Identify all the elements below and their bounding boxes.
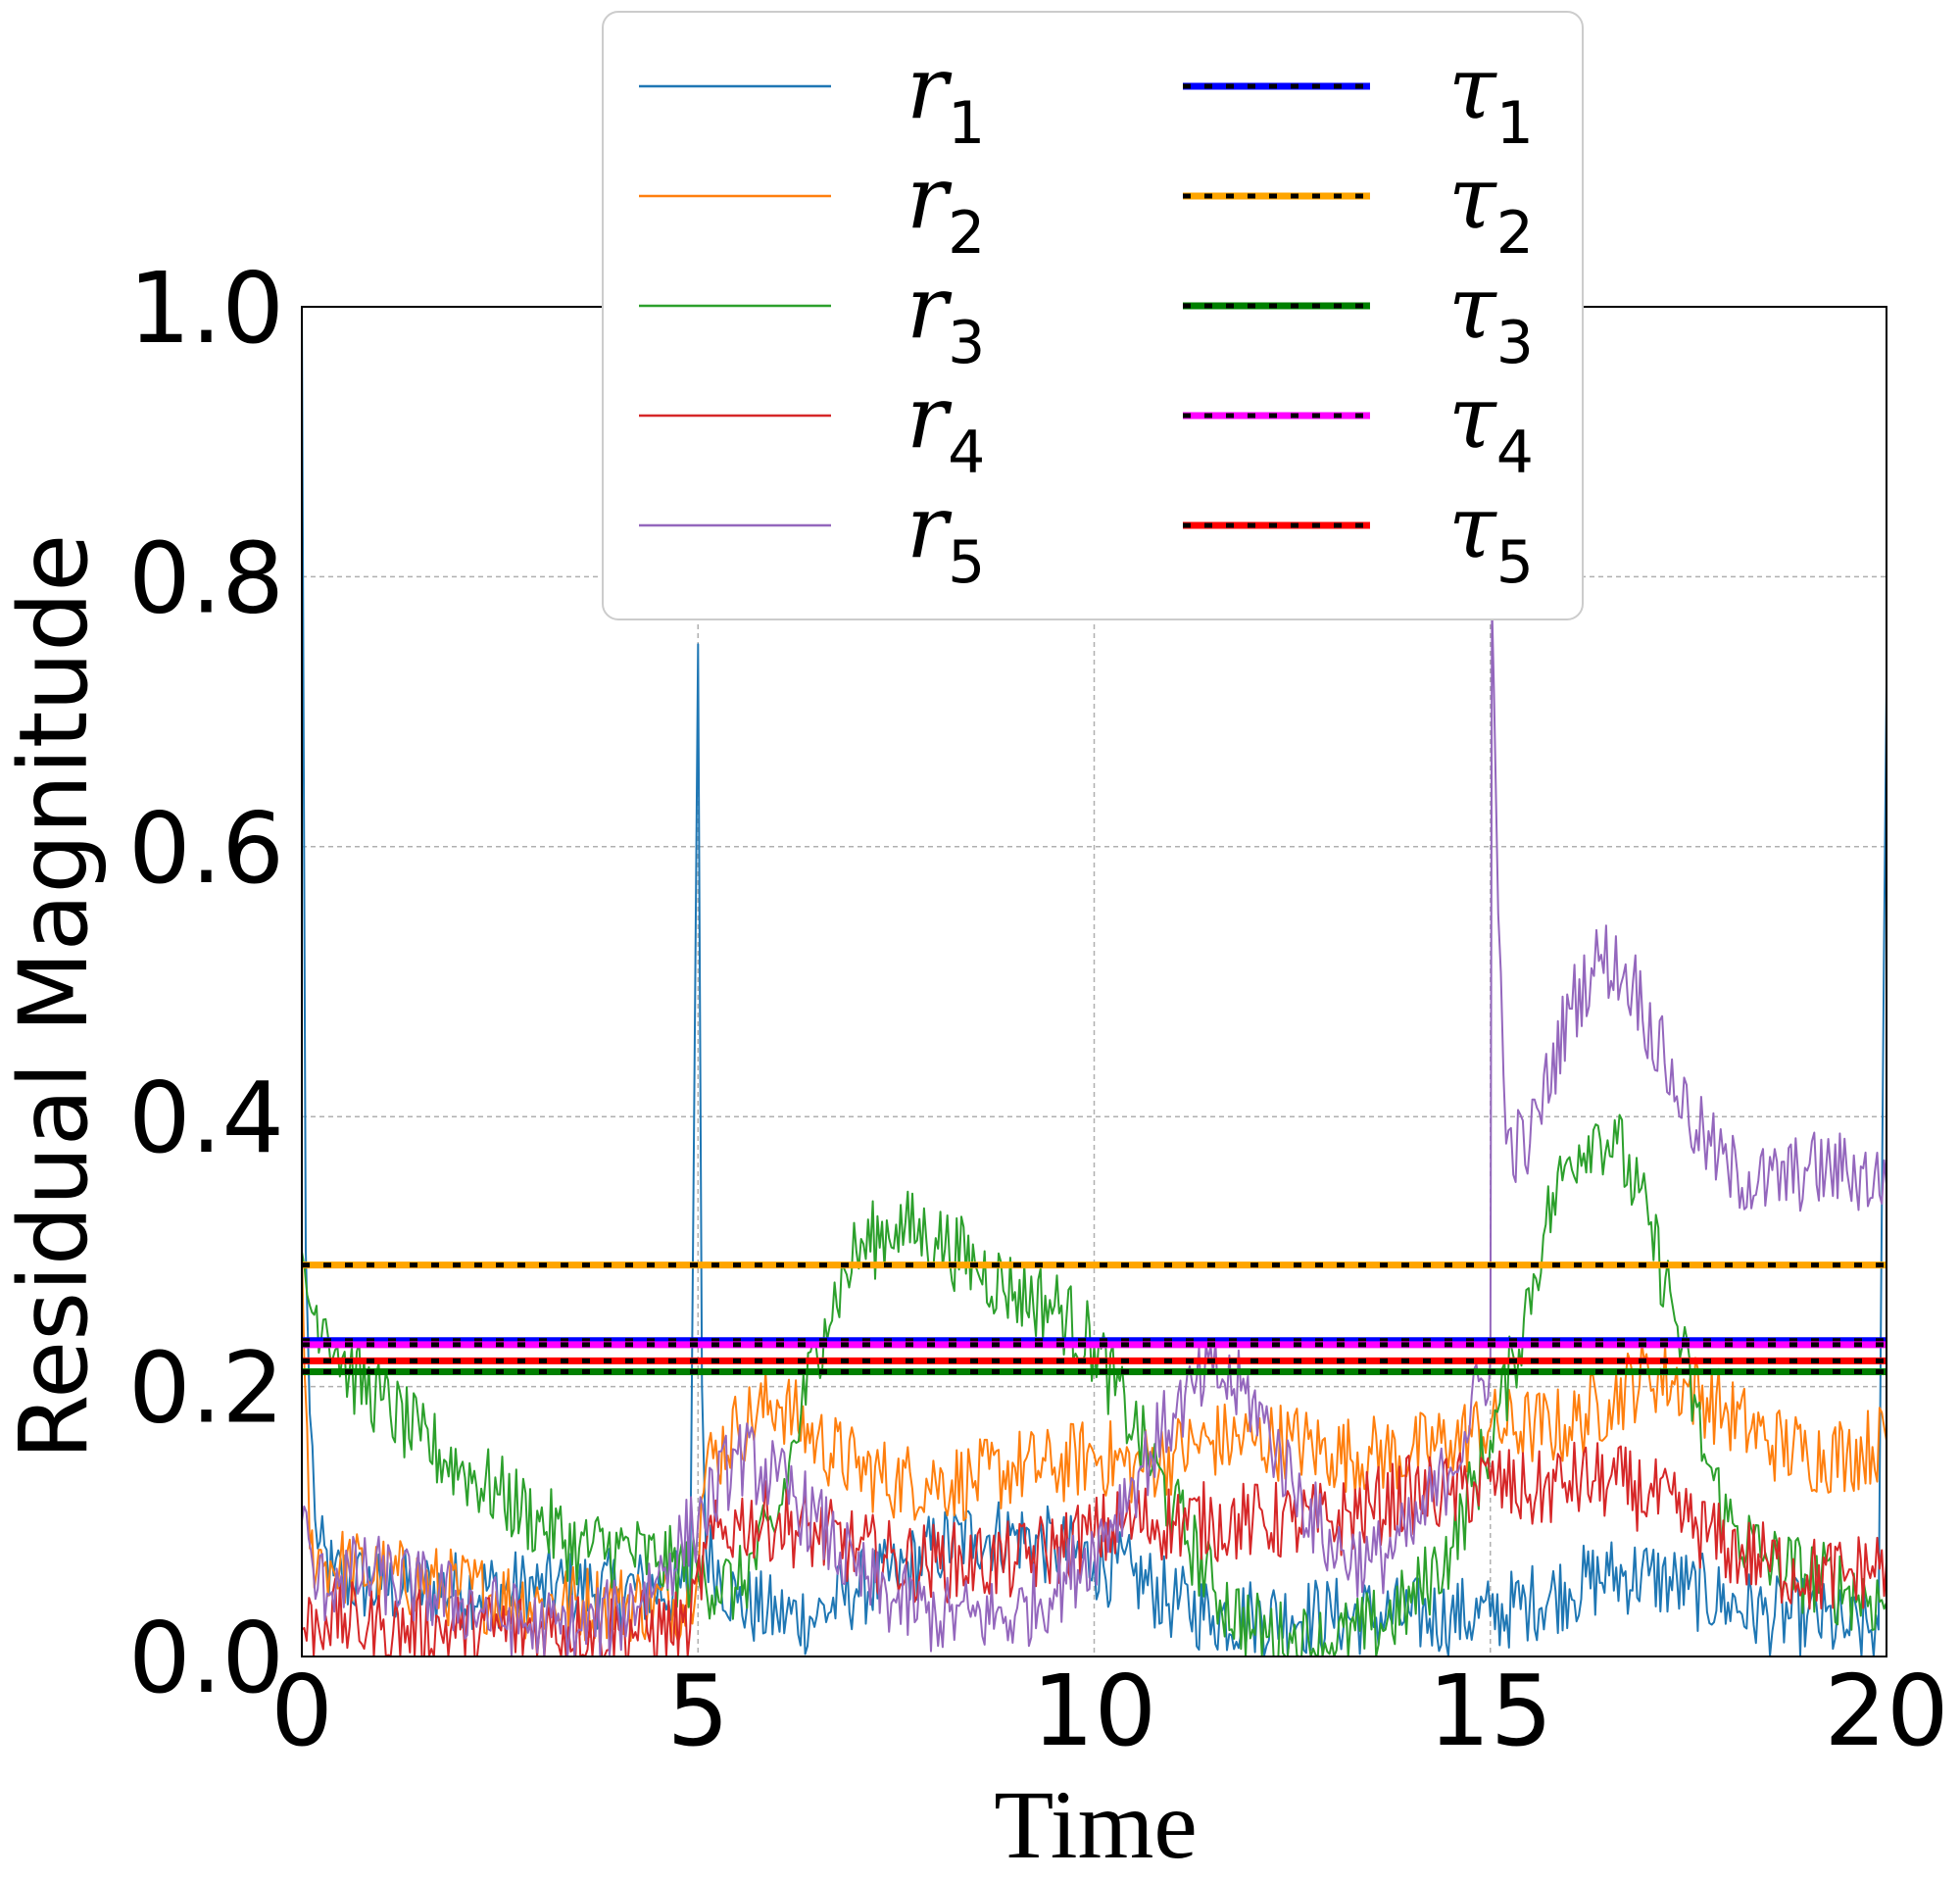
series-line-r2 <box>301 1251 1887 1644</box>
y-tick-label-2: 0.4 <box>128 1061 284 1175</box>
threshold-group <box>302 1261 1886 1375</box>
legend-label-r1: r1 <box>906 37 985 158</box>
legend-label-tau2: τ2 <box>1448 147 1534 268</box>
x-axis-title: Time <box>994 1770 1198 1879</box>
tick-labels: 0 5 10 15 20 0.0 0.2 0.4 0.6 0.8 1.0 <box>128 251 1949 1768</box>
y-tick-label-1: 0.2 <box>128 1331 284 1446</box>
x-tick-label-0: 0 <box>270 1654 333 1768</box>
y-tick-label-5: 1.0 <box>128 251 284 366</box>
x-tick-label-3: 15 <box>1428 1654 1552 1768</box>
x-tick-label-1: 5 <box>666 1654 729 1768</box>
y-tick-label-4: 0.8 <box>128 520 284 635</box>
legend-label-r2: r2 <box>906 147 985 268</box>
legend-label-tau4: τ4 <box>1448 367 1534 487</box>
legend-label-r4: r4 <box>906 367 985 487</box>
y-tick-label-0: 0.0 <box>128 1601 284 1715</box>
legend-label-tau1: τ1 <box>1448 37 1534 158</box>
legend-label-r3: r3 <box>906 257 985 377</box>
series-group <box>301 306 1887 1657</box>
series-line-r5 <box>301 602 1887 1657</box>
legend-label-r5: r5 <box>906 476 985 597</box>
legend-label-tau5: τ5 <box>1448 476 1534 597</box>
legend-label-tau3: τ3 <box>1448 257 1534 377</box>
series-line-r1 <box>301 306 1887 1657</box>
legend-box <box>602 11 1584 620</box>
series-line-r4 <box>301 1441 1887 1657</box>
y-tick-label-3: 0.6 <box>128 791 284 906</box>
x-tick-label-2: 10 <box>1032 1654 1156 1768</box>
y-axis-title: Residual Magnitude <box>0 534 109 1460</box>
x-tick-label-4: 20 <box>1824 1654 1948 1768</box>
